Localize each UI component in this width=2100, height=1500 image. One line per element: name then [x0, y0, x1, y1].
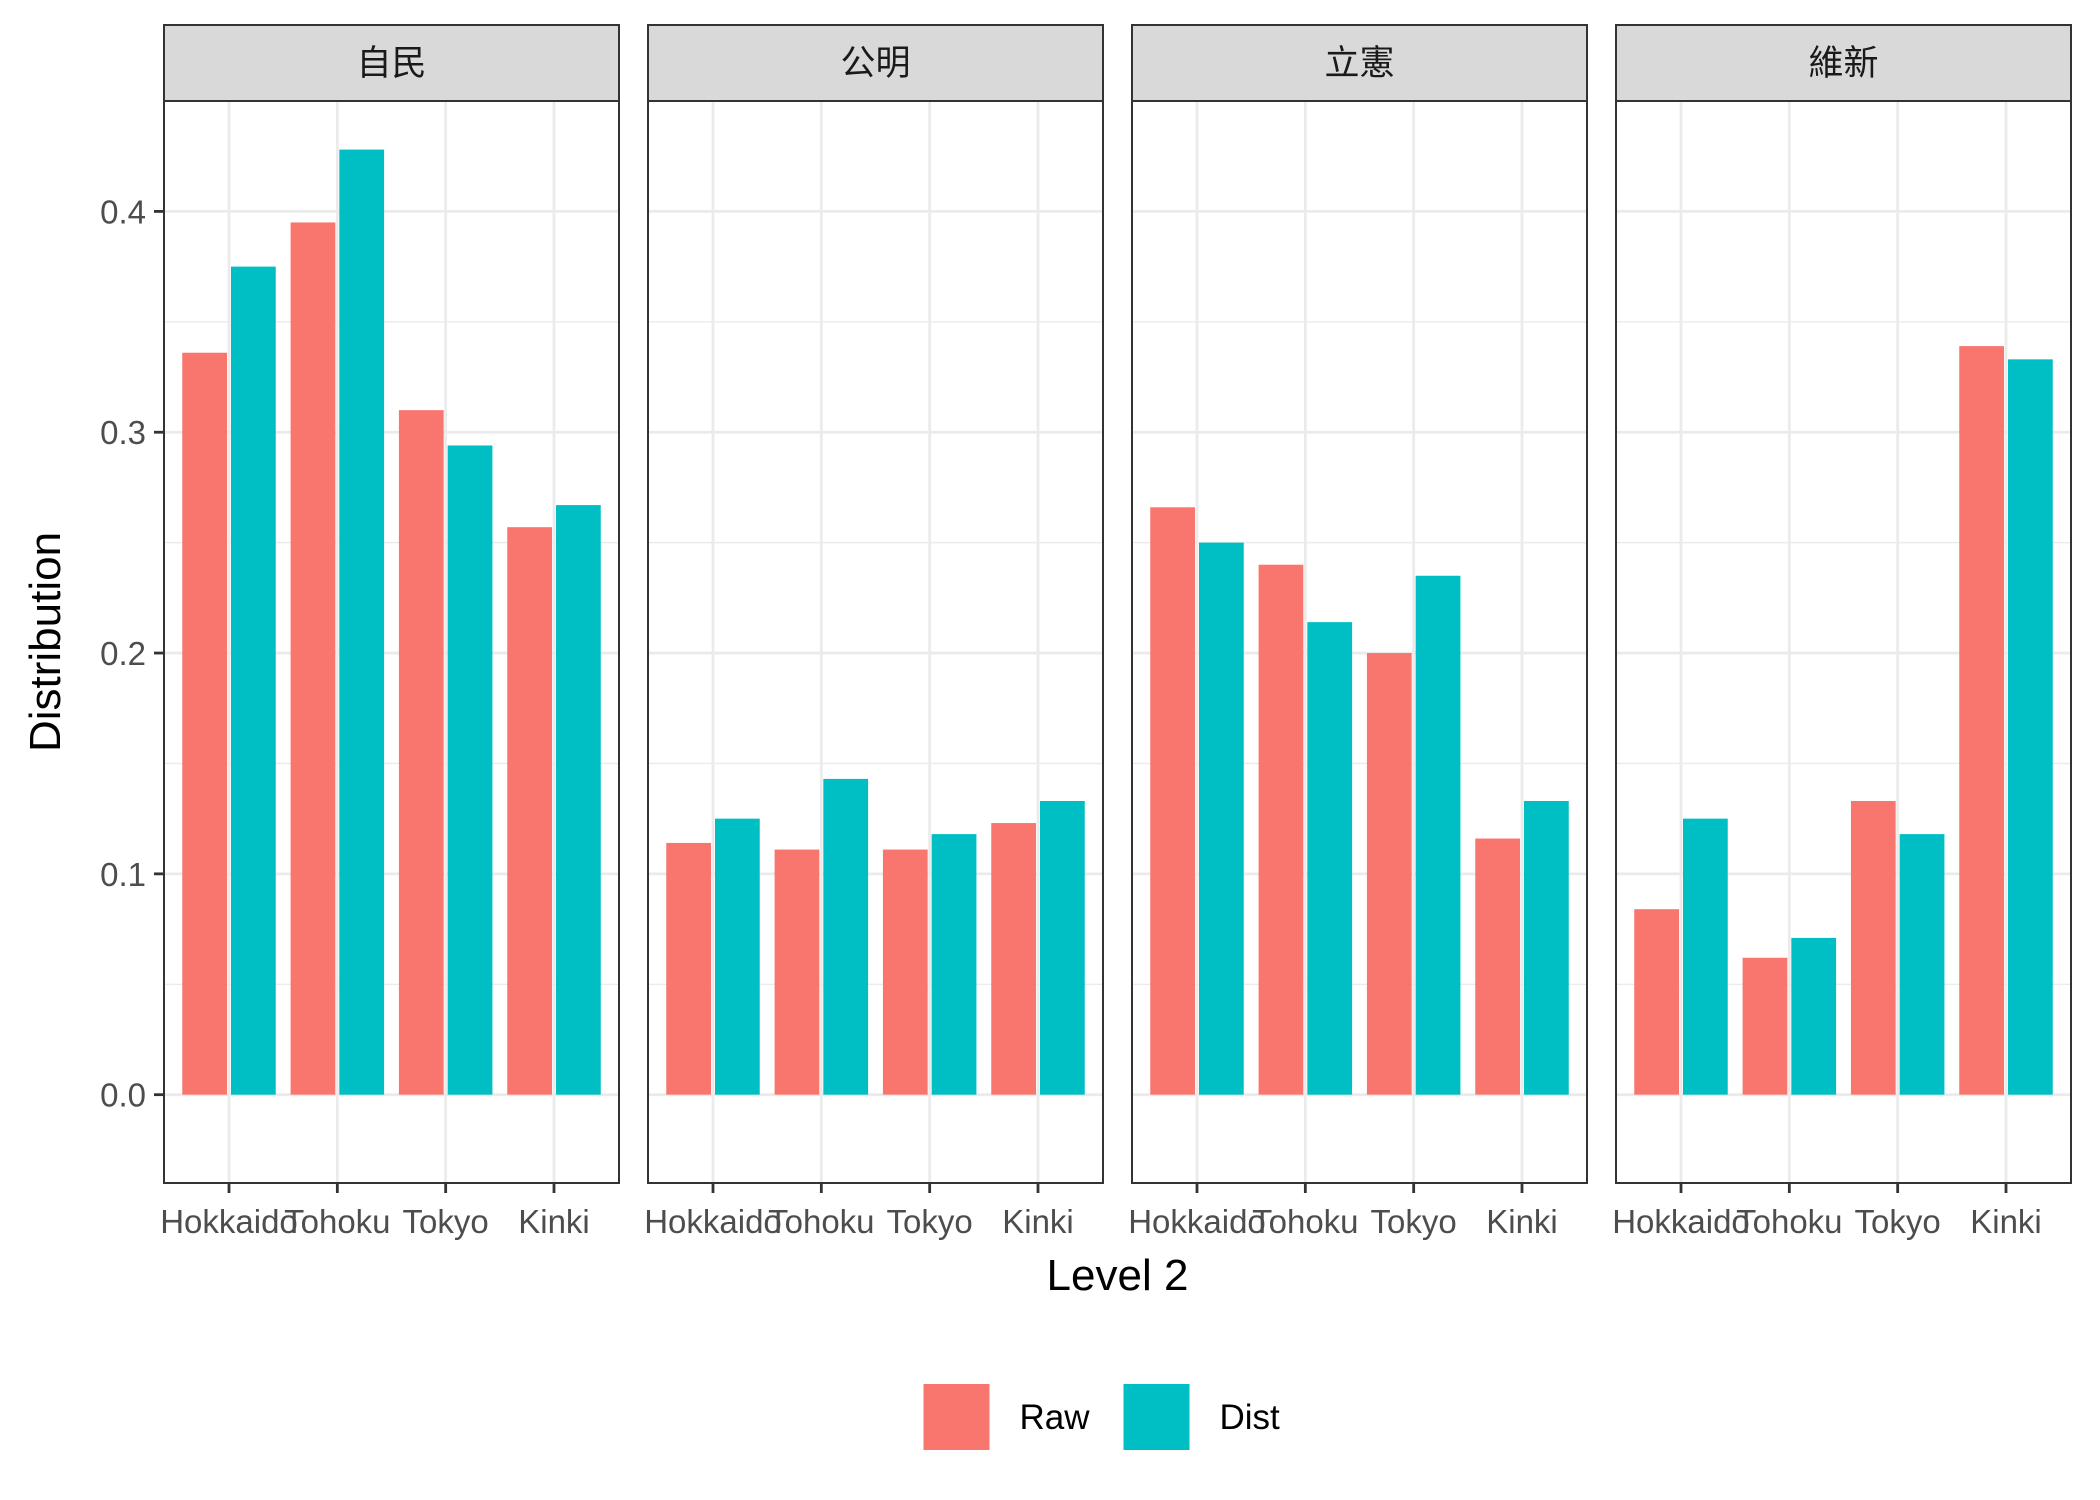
facet-strip-label: 維新	[1808, 44, 1878, 83]
legend: Raw Dist	[923, 1384, 1281, 1450]
x-tick-label: Tokyo	[1855, 1203, 1941, 1240]
bar-dist-hokkaido	[715, 818, 760, 1095]
x-tick-label: Tokyo	[1371, 1203, 1457, 1240]
facet-strip-label: 立憲	[1324, 44, 1394, 83]
bar-raw-tohoku	[1258, 564, 1304, 1095]
bar-raw-tokyo	[1850, 800, 1896, 1095]
bar-raw-kinki	[991, 823, 1036, 1095]
bar-raw-hokkaido	[182, 352, 227, 1095]
legend-label: Raw	[1020, 1398, 1091, 1437]
legend-item-raw: Raw	[923, 1384, 1091, 1450]
facet-strip	[163, 24, 620, 102]
y-tick-label: 0.1	[100, 856, 146, 893]
x-tick-label: Kinki	[1486, 1203, 1558, 1240]
bar-dist-kinki	[1524, 800, 1569, 1095]
x-tick-label: Kinki	[518, 1203, 590, 1240]
x-tick-label: Hokkaido	[644, 1203, 782, 1240]
bar-raw-tohoku	[1742, 957, 1788, 1095]
bar-raw-tohoku	[774, 849, 820, 1095]
facet-strip	[1131, 24, 1588, 102]
bar-dist-hokkaido	[231, 266, 276, 1095]
bar-dist-tokyo	[931, 834, 977, 1095]
bar-dist-tokyo	[1415, 575, 1461, 1095]
bar-dist-tohoku	[1307, 622, 1353, 1095]
bar-raw-kinki	[1959, 346, 2004, 1095]
x-tick-label: Kinki	[1002, 1203, 1074, 1240]
x-tick-label: Tohoku	[768, 1203, 874, 1240]
bar-raw-tokyo	[1366, 653, 1412, 1095]
x-tick-label: Tokyo	[403, 1203, 489, 1240]
bar-raw-tokyo	[398, 410, 444, 1095]
bar-raw-tohoku	[290, 222, 336, 1095]
bar-raw-hokkaido	[666, 842, 711, 1095]
bar-raw-kinki	[1475, 838, 1520, 1095]
bar-raw-kinki	[507, 527, 552, 1095]
bar-dist-tohoku	[1791, 937, 1837, 1095]
x-tick-label: Hokkaido	[1612, 1203, 1750, 1240]
y-tick-label: 0.0	[100, 1077, 146, 1114]
legend-item-dist: Dist	[1123, 1384, 1281, 1450]
y-tick-label: 0.4	[100, 193, 146, 230]
x-axis-title: Level 2	[1047, 1251, 1189, 1300]
bar-raw-tokyo	[882, 849, 928, 1095]
bar-dist-hokkaido	[1683, 818, 1728, 1095]
bar-dist-tohoku	[339, 149, 385, 1095]
x-tick-label: Hokkaido	[1128, 1203, 1266, 1240]
bar-dist-kinki	[2008, 359, 2053, 1095]
y-axis-title: Distribution	[21, 532, 70, 752]
x-tick-label: Hokkaido	[160, 1203, 298, 1240]
bar-dist-tokyo	[1899, 834, 1945, 1095]
y-tick-label: 0.3	[100, 414, 146, 451]
y-tick-label: 0.2	[100, 635, 146, 672]
bar-dist-kinki	[1040, 800, 1085, 1095]
facet-strip	[1615, 24, 2072, 102]
legend-key	[1123, 1384, 1190, 1450]
x-tick-label: Kinki	[1970, 1203, 2042, 1240]
x-tick-label: Tohoku	[284, 1203, 390, 1240]
bar-dist-kinki	[556, 505, 601, 1095]
legend-key	[923, 1384, 990, 1450]
bar-dist-hokkaido	[1199, 542, 1244, 1095]
bar-raw-hokkaido	[1150, 507, 1195, 1095]
facet-strip-label: 自民	[356, 44, 426, 83]
y-axis: 0.0 0.1 0.2 0.3 0.4	[100, 193, 164, 1114]
facet-strip-label: 公明	[840, 44, 910, 83]
x-tick-label: Tokyo	[887, 1203, 973, 1240]
bar-dist-tokyo	[447, 445, 493, 1095]
legend-label: Dist	[1220, 1398, 1281, 1437]
bar-dist-tohoku	[823, 778, 869, 1095]
x-tick-label: Tohoku	[1252, 1203, 1358, 1240]
bar-raw-hokkaido	[1634, 909, 1679, 1095]
facet-strip	[647, 24, 1104, 102]
x-tick-label: Tohoku	[1736, 1203, 1842, 1240]
